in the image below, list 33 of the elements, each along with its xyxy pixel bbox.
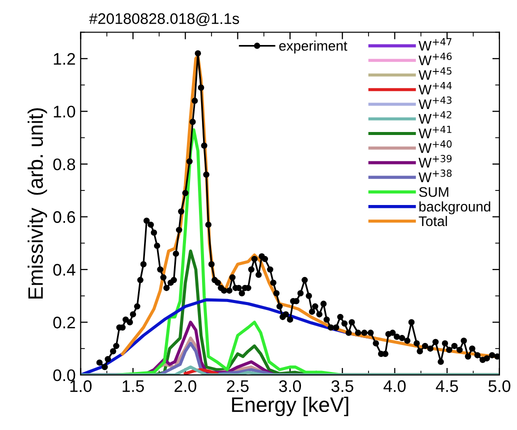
x-tick-label: 4.0 (384, 380, 406, 392)
y-tick-label: 0.8 (53, 158, 76, 170)
legend-label: SUM (419, 187, 448, 197)
legend-label: Total (418, 216, 447, 226)
x-tick-label: 5.0 (488, 380, 510, 392)
x-tick-label: 1.0 (70, 380, 92, 392)
x-tick-label: 3.0 (279, 380, 301, 392)
legend-label: W$^{+43}$ (418, 96, 452, 109)
legend-label: W$^{+44}$ (418, 82, 452, 94)
y-tick-label: 0.2 (53, 316, 75, 328)
x-tick-label: 3.5 (331, 380, 354, 392)
x-tick-label: 2.0 (174, 380, 196, 392)
x-axis-title: Energy [keV] (232, 396, 348, 416)
y-tick-label: 0.0 (53, 369, 76, 382)
legend-label: W$^{+38}$ (418, 170, 452, 182)
legend-label: W$^{+45}$ (418, 67, 452, 80)
y-tick-label: 0.6 (53, 211, 76, 223)
y-tick-label: 1.2 (54, 53, 75, 65)
legend-label: W$^{+46}$ (418, 52, 452, 66)
x-tick-label: 2.5 (226, 380, 249, 392)
chart-title: #20180828.018@1.1s (89, 12, 240, 26)
legend-label: W$^{+47}$ (418, 38, 452, 51)
x-tick-label: 4.5 (436, 380, 458, 392)
legend-label: experiment (279, 40, 348, 54)
legend-label: background (419, 201, 490, 214)
legend-label: W$^{+42}$ (418, 111, 452, 124)
legend-label: W$^{+41}$ (418, 126, 452, 138)
x-tick-label: 1.5 (122, 380, 144, 392)
y-tick-label: 0.4 (53, 264, 76, 276)
y-tick-label: 1.0 (54, 106, 76, 118)
legend-label: W$^{+40}$ (418, 140, 452, 153)
y-axis-title: Emissivity (arb. unit) (28, 108, 48, 299)
legend-label: W$^{+39}$ (418, 154, 452, 168)
